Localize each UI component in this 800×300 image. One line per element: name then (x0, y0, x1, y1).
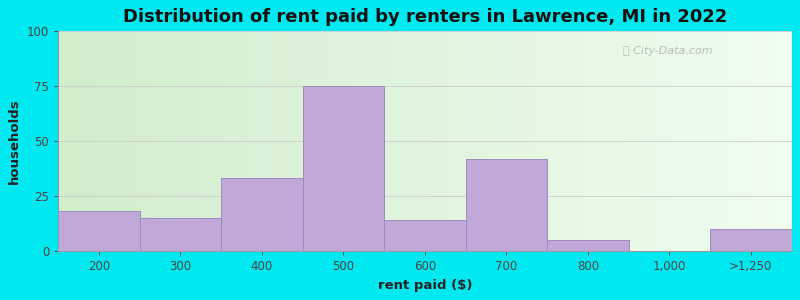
X-axis label: rent paid ($): rent paid ($) (378, 279, 472, 292)
Bar (221, 178, 302, 251)
Bar (710, 229, 792, 251)
Bar (302, 86, 384, 251)
Title: Distribution of rent paid by renters in Lawrence, MI in 2022: Distribution of rent paid by renters in … (122, 8, 727, 26)
Bar (58, 212, 140, 251)
Bar (547, 240, 629, 251)
Bar (302, 86, 384, 251)
Bar (140, 218, 221, 251)
Bar (140, 218, 221, 251)
Y-axis label: households: households (8, 98, 22, 184)
Bar (384, 220, 466, 251)
Bar (58, 212, 140, 251)
Bar (466, 158, 547, 251)
Bar (466, 158, 547, 251)
Bar (547, 240, 629, 251)
Bar (710, 229, 792, 251)
Text: ⓘ City-Data.com: ⓘ City-Data.com (623, 46, 713, 56)
Bar (221, 178, 302, 251)
Bar (384, 220, 466, 251)
